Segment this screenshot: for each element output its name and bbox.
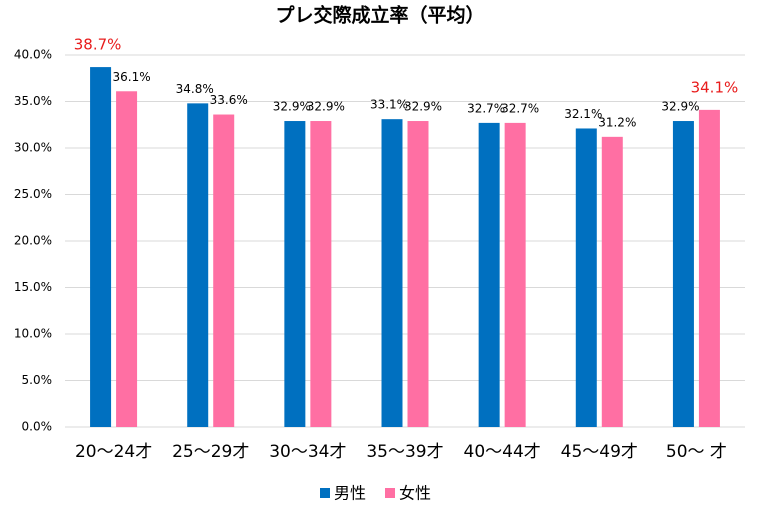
data-label: 32.9% xyxy=(307,100,345,114)
data-label: 33.6% xyxy=(210,93,248,107)
data-label: 32.9% xyxy=(661,100,699,114)
bar xyxy=(478,122,500,427)
data-label: 36.1% xyxy=(113,70,151,84)
x-tick-label: 30～34才 xyxy=(269,442,346,462)
bar xyxy=(381,119,403,428)
data-label: 33.1% xyxy=(370,98,408,112)
bar xyxy=(698,109,720,428)
data-label: 32.1% xyxy=(564,107,602,121)
data-label: 32.9% xyxy=(404,100,442,114)
y-tick-label: 10.0% xyxy=(14,327,52,341)
x-tick-label: 35～39才 xyxy=(366,442,443,462)
bar xyxy=(504,122,526,427)
legend-label: 男性 xyxy=(334,484,366,503)
y-tick-label: 35.0% xyxy=(14,94,52,108)
chart-title: プレ交際成立率（平均） xyxy=(275,4,484,27)
x-tick-label: 20～24才 xyxy=(75,442,152,462)
y-tick-label: 30.0% xyxy=(14,141,52,155)
x-tick-label: 45～49才 xyxy=(561,442,638,462)
bar xyxy=(187,103,209,428)
y-tick-label: 25.0% xyxy=(14,187,52,201)
y-tick-label: 40.0% xyxy=(14,48,52,62)
bar xyxy=(672,121,694,427)
data-label: 31.2% xyxy=(598,115,636,129)
legend-swatch xyxy=(385,488,395,498)
bar xyxy=(601,136,623,427)
data-label: 32.7% xyxy=(501,101,539,115)
x-tick-label: 50～ 才 xyxy=(666,442,727,462)
data-label: 34.1% xyxy=(691,78,739,96)
bar xyxy=(575,128,597,427)
x-tick-label: 40～44才 xyxy=(464,442,541,462)
y-tick-label: 0.0% xyxy=(22,420,53,434)
bar xyxy=(310,121,332,427)
bar xyxy=(213,114,235,428)
bar xyxy=(407,121,429,427)
y-tick-label: 20.0% xyxy=(14,234,52,248)
y-tick-label: 5.0% xyxy=(22,373,53,387)
data-label: 34.8% xyxy=(176,82,214,96)
data-label: 32.7% xyxy=(467,101,505,115)
data-label: 32.9% xyxy=(273,100,311,114)
y-tick-label: 15.0% xyxy=(14,280,52,294)
bar xyxy=(284,121,306,427)
legend-swatch xyxy=(320,488,330,498)
data-label: 38.7% xyxy=(74,36,122,54)
x-tick-label: 25～29才 xyxy=(172,442,249,462)
bar xyxy=(90,67,112,427)
legend-label: 女性 xyxy=(399,484,431,503)
bar xyxy=(116,91,138,428)
